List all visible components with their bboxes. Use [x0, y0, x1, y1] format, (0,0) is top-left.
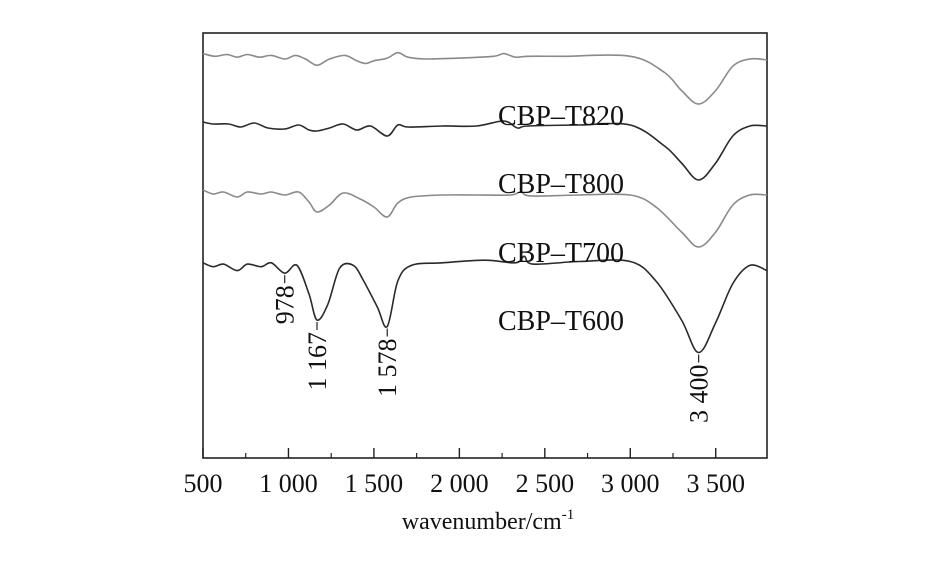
- series-line-2: [202, 120, 768, 181]
- x-axis-title-superscript: -1: [562, 507, 575, 523]
- series-label-1: CBP–T820: [498, 101, 624, 132]
- x-axis: 500 1 000 1 500 2 000 2 500 3 000 3 500: [184, 448, 745, 498]
- peak-annotation-1: 978: [271, 275, 300, 324]
- series-labels: CBP–T820 CBP–T800 CBP–T700 CBP–T600: [498, 101, 624, 337]
- peak-annotation-3: 1 578: [373, 328, 402, 398]
- series-line-3: [202, 189, 768, 248]
- x-tick-label: 1 000: [259, 469, 318, 498]
- series-label-3: CBP–T700: [498, 238, 624, 269]
- peak-label: 1 167: [303, 332, 332, 391]
- series-label-4: CBP–T600: [498, 306, 624, 337]
- peak-label: 1 578: [373, 339, 402, 398]
- series-layer: [202, 51, 768, 354]
- x-tick-label: 2 500: [516, 469, 575, 498]
- x-tick-label: 3 500: [686, 469, 745, 498]
- peak-annotation-4: 3 400: [685, 354, 714, 424]
- peak-annotation-2: 1 167: [303, 322, 332, 391]
- x-tick-label: 2 000: [430, 469, 489, 498]
- x-tick-label: 1 500: [345, 469, 404, 498]
- series-line-1: [202, 51, 768, 105]
- series-line-4: [202, 255, 768, 354]
- x-axis-title: wavenumber/cm-1: [402, 507, 574, 535]
- peak-label: 3 400: [685, 365, 714, 424]
- x-tick-label: 500: [184, 469, 223, 498]
- x-tick-label: 3 000: [601, 469, 660, 498]
- plot-frame: [202, 32, 768, 459]
- peak-label: 978: [271, 285, 300, 324]
- series-label-2: CBP–T800: [498, 169, 624, 200]
